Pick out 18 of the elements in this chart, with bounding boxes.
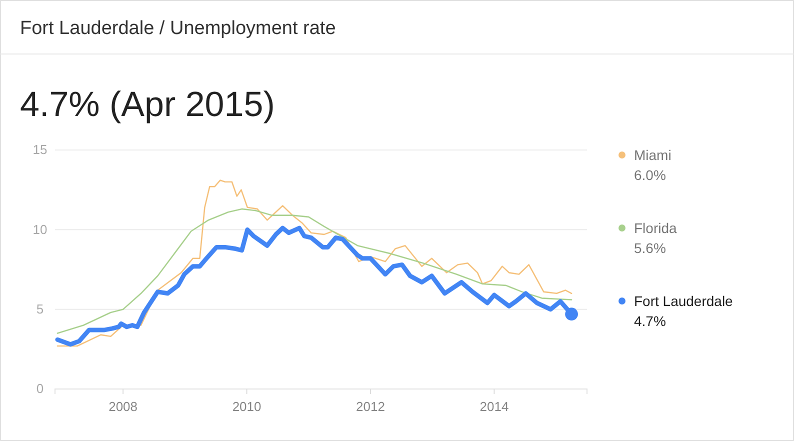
- x-tick-label: 2008: [108, 399, 138, 414]
- y-tick-label: 10: [32, 222, 48, 237]
- y-tick-label: 15: [32, 142, 48, 158]
- y-tick-label: 0: [36, 381, 44, 396]
- x-tick-label: 2010: [232, 399, 262, 414]
- text: 4.7%: [634, 313, 666, 329]
- chart-title: Fort Lauderdale / Unemployment rate: [20, 18, 336, 39]
- x-tick-label: 2014: [480, 399, 509, 414]
- x-tick-label: 2012: [356, 399, 385, 414]
- line-series: [56, 208, 572, 334]
- y-tick-label: 5: [36, 301, 44, 316]
- legend-label: Florida: [634, 220, 678, 236]
- chart-subtitle: 4.7% (Apr 2015): [20, 85, 275, 124]
- text: 6.0%: [634, 167, 666, 183]
- legend-label: Miami: [634, 147, 672, 163]
- line-series: [56, 180, 572, 347]
- text: 5.6%: [634, 240, 666, 256]
- legend-label: Fort Lauderdale: [634, 293, 734, 309]
